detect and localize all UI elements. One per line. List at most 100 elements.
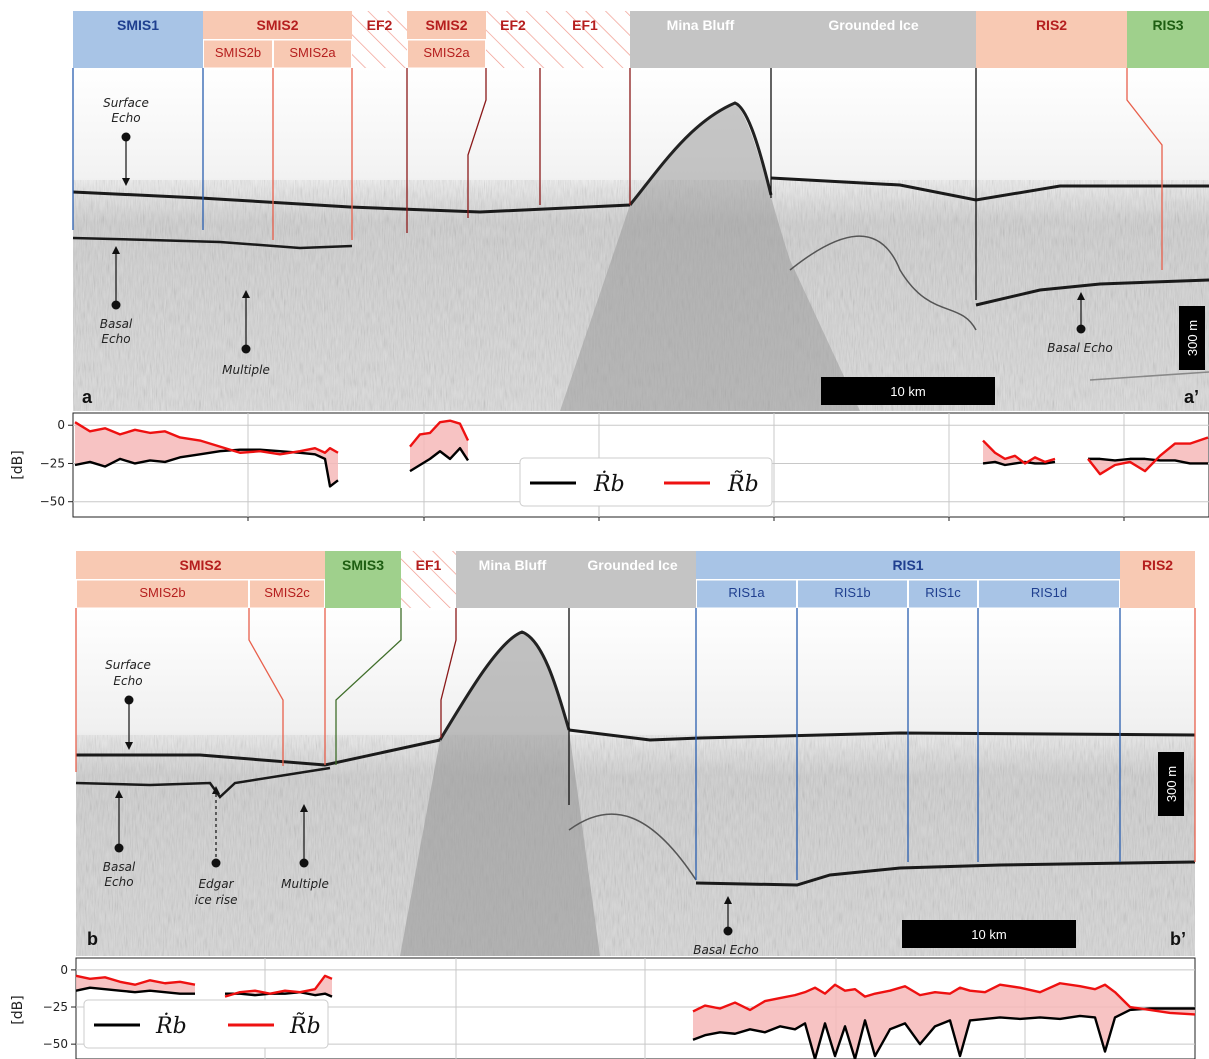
- plot-b-ytick-label-2: −50: [43, 1037, 68, 1051]
- plot-a-ytick-label-2: −50: [40, 495, 65, 509]
- header-b-unit-4: [569, 551, 696, 608]
- annotations-b: Surface Echo Basal Echo Edgar ice rise M…: [87, 658, 1186, 957]
- header-a-label-7: Grounded Ice: [828, 17, 918, 33]
- boundary-b-5: [440, 608, 457, 738]
- header-a-sub-3-0: [407, 39, 486, 69]
- plot-a-fill-segment-1: [410, 420, 468, 472]
- header-b-label-0: SMIS2: [179, 557, 221, 573]
- plot-a-line-rb-dot-3: [1088, 457, 1208, 465]
- basal-echo-line-a-right: [975, 278, 1209, 307]
- header-b-sublabel-5-0: RIS1a: [728, 585, 765, 600]
- header-b-unit-0: [76, 551, 325, 579]
- header-b-sublabel-0-0: SMIS2b: [139, 585, 185, 600]
- header-a-unit-5: [540, 11, 630, 68]
- plot-b-fill-segment-2: [693, 983, 1195, 1059]
- header-a-sub-1-0: [203, 39, 273, 69]
- plot-b-line-rb-dot-0: [75, 986, 195, 995]
- surface-echo-label-a-1: Surface: [103, 96, 149, 110]
- plot-a-ylabel: [dB]: [10, 450, 26, 479]
- plot-b-line-rb-tilde-2: [692, 982, 1196, 1016]
- boundary-b-2: [248, 608, 284, 766]
- boundary-lines-a: [72, 68, 1163, 300]
- plot-b-yticks: 0 −25 −50: [43, 963, 76, 1051]
- basal-echo-label-a-2: Echo: [101, 332, 130, 346]
- surface-echo-line-b: [76, 728, 1196, 767]
- scalebar-v-a: [1179, 306, 1205, 370]
- header-b-label-1: SMIS3: [342, 557, 384, 573]
- basal-echo-label-a-right: Basal Echo: [1047, 341, 1112, 355]
- header-b-unit-1: [325, 551, 401, 608]
- header-a-unit-1: [203, 11, 352, 39]
- boundary-a-6: [467, 68, 487, 218]
- edgar-label-b-1: Edgar: [198, 877, 234, 891]
- boundary-b-4: [335, 608, 402, 765]
- multiple-label-a: Multiple: [222, 363, 270, 377]
- header-a-sublabel-3-0: SMIS2a: [423, 45, 470, 60]
- multiple-arrowhead-b: [300, 804, 308, 812]
- scalebar-h-a: [821, 377, 995, 405]
- scalebar-h-a-label: 10 km: [890, 384, 925, 399]
- plot-b-line-rb-dot-1: [225, 990, 333, 998]
- header-a-label-0: SMIS1: [117, 17, 159, 33]
- plot-a-yticks: 0 −25 −50: [40, 418, 73, 509]
- plot-b-legend: Ṙb R̃b: [83, 999, 329, 1049]
- radargram-b-texture: [76, 735, 1195, 956]
- header-b-sublabel-5-3: RIS1d: [1031, 585, 1067, 600]
- annotations-a: Surface Echo Basal Echo Multiple Basal E…: [82, 96, 1205, 407]
- plot-a-legend-label-rb-dot: Ṙb: [593, 470, 625, 497]
- header-b-sub-0-0: [76, 579, 249, 609]
- scalebar-h-b-label: 10 km: [971, 927, 1006, 942]
- basal-echo-label-a-1: Basal: [100, 317, 133, 331]
- grounded-ice-reflectors-a: [789, 235, 977, 331]
- header-b-label-4: Grounded Ice: [587, 557, 677, 573]
- header-a-label-8: RIS2: [1036, 17, 1067, 33]
- header-b-sub-5-0: [696, 579, 797, 609]
- scalebar-v-a-label: 300 m: [1185, 320, 1200, 356]
- mina-bluff-mound-b: [400, 632, 600, 956]
- plot-a-legend: Ṙb R̃b: [519, 457, 773, 507]
- multiple-line-a-right: [1089, 371, 1209, 381]
- plot-b-legend-label-rb-tilde: R̃b: [289, 1013, 321, 1039]
- header-b-unit-6: [1120, 551, 1195, 608]
- plot-a-lines: [74, 419, 1209, 488]
- header-a-unit-8: [976, 11, 1127, 68]
- header-b-unit-5: [696, 551, 1120, 579]
- plot-b-lines: [75, 974, 1196, 1059]
- plot-a-line-rb-tilde-0: [74, 421, 339, 456]
- unit-header-b: SMIS2 SMIS2b SMIS2c SMIS3 EF1 Mina Bluff Groun…: [76, 551, 1195, 609]
- header-a-label-9: RIS3: [1152, 17, 1183, 33]
- plot-a-fill-segment-0: [75, 422, 338, 487]
- header-b-label-5: RIS1: [892, 557, 923, 573]
- plot-a-line-rb-tilde-3: [1087, 436, 1209, 476]
- scalebar-v-b-label: 300 m: [1164, 766, 1179, 802]
- basal-echo-arrowhead-b-right: [724, 896, 732, 904]
- basal-echo-label-b-2: Echo: [104, 875, 133, 889]
- plot-b-legend-label-rb-dot: Ṙb: [155, 1012, 187, 1039]
- plot-b-ylabel: [dB]: [10, 995, 26, 1024]
- header-b-label-3: Mina Bluff: [479, 557, 547, 573]
- header-a-unit-7: [771, 11, 976, 68]
- plot-a-line-rb-dot-1: [409, 446, 470, 473]
- panel-label-a: a: [82, 387, 93, 407]
- header-a-sublabel-1-1: SMIS2a: [289, 45, 336, 60]
- plot-a-ytick-label-1: −25: [40, 456, 65, 470]
- plot-b-line-rb-tilde-1: [224, 974, 333, 998]
- surface-echo-label-a-2: Echo: [111, 111, 140, 125]
- surface-echo-arrowhead-a: [122, 178, 130, 186]
- grounded-ice-reflectors-b: [568, 813, 697, 881]
- basal-echo-label-b-1: Basal: [103, 860, 136, 874]
- scalebar-v-b: [1158, 752, 1184, 816]
- radargram-b: [75, 608, 1196, 956]
- reflectivity-plot-b: 0 −25 −50 [dB] Ṙb R̃b: [10, 957, 1196, 1059]
- header-a-unit-3: [407, 11, 486, 39]
- panel-label-a-prime: a’: [1184, 387, 1199, 407]
- header-a-sublabel-1-0: SMIS2b: [215, 45, 261, 60]
- plot-b-ytick-label-1: −25: [43, 1000, 68, 1014]
- multiple-label-b: Multiple: [281, 877, 329, 891]
- panel-label-b: b: [87, 929, 98, 949]
- header-a-label-3: SMIS2: [425, 17, 467, 33]
- boundary-a-11: [1126, 68, 1163, 270]
- unit-header-a: SMIS1 SMIS2 SMIS2b SMIS2a EF2 SMIS2 SMIS2a EF2 E…: [73, 11, 1209, 69]
- header-a-label-1: SMIS2: [256, 17, 298, 33]
